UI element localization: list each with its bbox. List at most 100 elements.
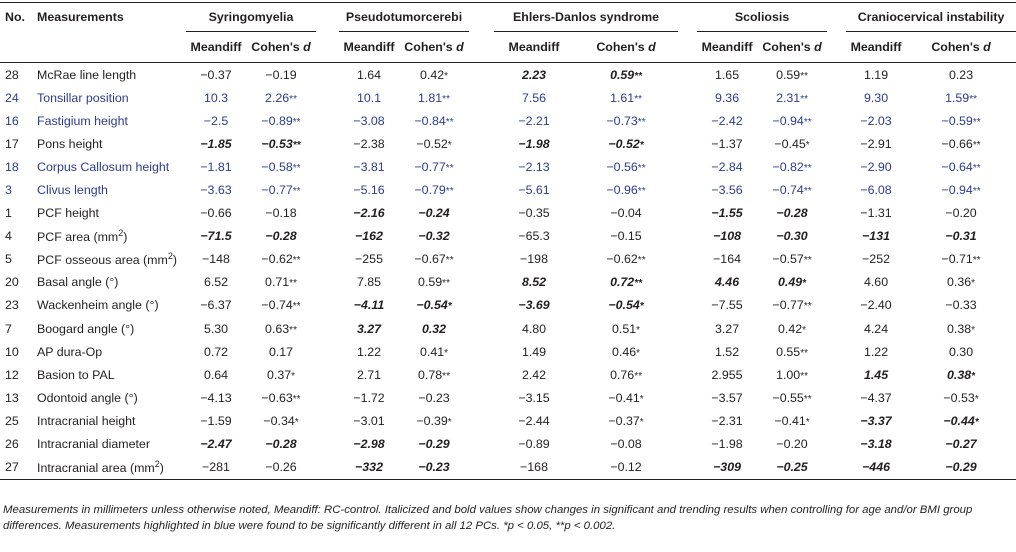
cell-value: −0.64 [941, 159, 973, 174]
table-row: 13 Odontoid angle (°) −4.13 −0.63** −1.72 −0.… [0, 386, 1016, 409]
cell-value: 3.27 [714, 321, 740, 336]
meandiff-cell: −1.72 [339, 386, 399, 409]
meandiff-cell: 7.56 [494, 86, 574, 109]
cell-value: −0.28 [776, 206, 808, 221]
cell-value: −2.44 [518, 413, 550, 428]
cell-value: −0.66 [200, 206, 232, 221]
cell-value: −2.90 [860, 159, 892, 174]
meandiff-cell: −5.61 [494, 178, 574, 201]
cell-value: −2.13 [518, 159, 550, 174]
header-d-symbol: d [648, 40, 656, 54]
cell-value: −0.54 [416, 298, 448, 313]
cell-value: −1.59 [200, 413, 232, 428]
cell-value: 6.52 [203, 275, 229, 290]
meandiff-cell: 7.85 [339, 271, 399, 294]
unit-superscript: 2 [154, 459, 160, 470]
cell-value: −3.69 [518, 298, 550, 313]
cell-value: 0.30 [948, 344, 974, 359]
meandiff-cell: −3.81 [339, 155, 399, 178]
cohens-d-cell: −0.18 [246, 202, 316, 225]
cell-value: 2.26 [265, 90, 290, 105]
cell-value: −0.56 [606, 159, 638, 174]
cell-value: 1.45 [863, 367, 889, 382]
cohens-d-cell: −0.84** [399, 109, 469, 132]
header-meandiff: Meandiff [850, 40, 902, 54]
cell-value: 1.19 [863, 67, 889, 82]
group-header: Pseudotumorcerebi [339, 2, 470, 32]
cell-value: −2.31 [711, 413, 743, 428]
table-row: 1 PCF height −0.66 −0.18 −2.16 −0.24 −0.35 −0.0… [0, 202, 1016, 225]
significance-marker: * [447, 139, 452, 151]
cell-value: 0.23 [948, 67, 974, 82]
cell-value: −0.41 [608, 390, 640, 405]
meandiff-cell: −255 [339, 248, 399, 271]
meandiff-cell: −1.59 [186, 409, 246, 432]
significance-marker: * [639, 139, 644, 151]
cell-value: 1.52 [714, 344, 740, 359]
cell-value: −3.37 [860, 413, 892, 428]
cell-value: −0.30 [776, 229, 808, 244]
cell-value: −0.77 [772, 298, 804, 313]
meandiff-cell: −65.3 [494, 225, 574, 248]
meandiff-cell: −2.42 [697, 109, 757, 132]
cohens-d-cell: 0.30 [906, 340, 1016, 363]
meandiff-cell: −4.13 [186, 386, 246, 409]
cohens-d-cell: −0.41* [574, 386, 678, 409]
cell-value: −0.39 [416, 413, 448, 428]
significance-marker: * [971, 324, 976, 336]
cohens-d-cell: 0.42* [399, 63, 469, 87]
cell-value: −332 [355, 460, 383, 475]
cell-value: 9.36 [714, 90, 740, 105]
cell-value: −3.18 [860, 437, 892, 452]
meandiff-cell: −3.18 [846, 433, 906, 456]
group-header: Ehlers-Danlos syndrome [494, 2, 679, 32]
cohens-d-cell: −0.27 [906, 433, 1016, 456]
cohens-d-cell: 0.76** [574, 363, 678, 386]
header-meandiff: Meandiff [508, 40, 560, 54]
cohens-d-cell: −0.64** [906, 155, 1016, 178]
significance-marker: ** [972, 139, 981, 151]
measurement-label-text: Odontoid angle (°) [37, 390, 138, 405]
row-number: 26 [5, 437, 19, 452]
cell-value: −131 [862, 229, 890, 244]
cohens-d-cell: −0.59** [906, 109, 1016, 132]
cohens-d-cell: 0.51* [574, 317, 678, 340]
table-row: 27 Intracranial area (mm2) −281 −0.26 −332 −0… [0, 455, 1016, 480]
cell-value: 0.55 [776, 344, 801, 359]
table-body: 28 McRae line length −0.37 −0.19 1.64 0.42* 2.… [0, 63, 1016, 480]
meandiff-cell: −3.57 [697, 386, 757, 409]
cell-value: −0.94 [772, 113, 804, 128]
cell-value: −0.31 [945, 229, 977, 244]
significance-marker: * [971, 278, 976, 290]
meandiff-cell: −3.69 [494, 294, 574, 317]
cohens-d-cell: −0.41* [757, 409, 827, 432]
significance-marker: * [802, 324, 807, 336]
cohens-d-cell: −0.53** [246, 132, 316, 155]
cohens-d-cell: 0.32 [399, 317, 469, 340]
cell-value: −2.91 [860, 136, 892, 151]
significance-marker: ** [637, 116, 646, 128]
meandiff-cell: 3.27 [339, 317, 399, 340]
significance-marker: * [447, 301, 452, 313]
significance-marker: ** [800, 347, 808, 359]
table-row: 28 McRae line length −0.37 −0.19 1.64 0.42* 2.… [0, 63, 1016, 87]
measurement-label-text: Intracranial diameter [37, 437, 150, 452]
cohens-d-cell: −0.32 [399, 225, 469, 248]
cohens-d-cell: −0.39* [399, 409, 469, 432]
significance-marker: * [447, 416, 452, 428]
cohens-d-cell: −0.44* [906, 409, 1016, 432]
cohens-d-cell: −0.53* [906, 386, 1016, 409]
cell-value: −3.56 [711, 183, 743, 198]
header-d-symbol: d [303, 40, 311, 54]
cohens-d-cell: −0.94** [757, 109, 827, 132]
cell-value: −0.82 [772, 159, 804, 174]
measurement-label-text: PCF area (mm [37, 230, 119, 245]
cell-value: −1.72 [353, 390, 385, 405]
cell-value: −0.33 [945, 298, 977, 313]
header-cohens-d: Cohen's d [246, 32, 316, 63]
cell-value: −0.29 [945, 460, 977, 475]
cell-value: −4.13 [200, 390, 232, 405]
cohens-d-cell: 1.61** [574, 86, 678, 109]
meandiff-cell: −131 [846, 225, 906, 248]
cohens-d-cell: 2.26** [246, 86, 316, 109]
